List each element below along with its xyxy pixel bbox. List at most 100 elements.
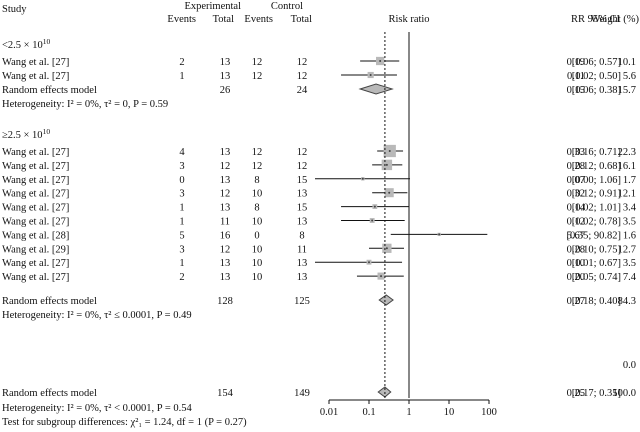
group2-study-9-e-events: 1 [179, 258, 184, 269]
x-tick-label-4: 10 [444, 407, 455, 418]
group2-study-10-point [380, 275, 383, 278]
group2-study-1-ci: [0.16; 0.71] [572, 147, 621, 158]
group2-study-7-ci: [0.35; 90.82] [566, 230, 621, 241]
group1-study-2-e-events: 1 [179, 71, 184, 82]
group2-study-1-e-events: 4 [179, 147, 185, 158]
group2-study-9-e-total: 13 [220, 258, 231, 269]
extra-weight: 0.0 [623, 360, 636, 371]
header-study: Study [2, 4, 27, 15]
group2-study-1-c-events: 12 [252, 147, 263, 158]
group2-study-9-c-events: 10 [252, 258, 263, 269]
group2-study-6-point [371, 219, 374, 222]
group1-summary-ci: [0.06; 0.38] [572, 85, 621, 96]
x-tick-label-3: 1 [406, 407, 411, 418]
group2-study-3-e-total: 13 [220, 175, 231, 186]
group2-study-4-e-events: 3 [179, 189, 184, 200]
group2-study-7-c-total: 8 [299, 230, 304, 241]
group1-study-2-c-total: 12 [297, 71, 308, 82]
header-total-control: Total [291, 14, 313, 25]
group1-summary-diamond [358, 83, 394, 95]
group2-study-5-c-total: 15 [297, 203, 308, 214]
group2-summary-rr: 0.27 [567, 296, 585, 307]
group2-study-8-ci: [0.10; 0.75] [572, 244, 621, 255]
group2-study-1-rr: 0.33 [567, 147, 585, 158]
group2-study-1-point [388, 150, 391, 152]
overall-summary-e-total: 154 [217, 388, 234, 399]
group1-study-2-weight: 5.6 [623, 71, 636, 82]
group2-study-6-ci: [0.02; 0.78] [572, 217, 621, 228]
group2-study-7-e-total: 16 [220, 230, 231, 241]
group2-study-10-e-events: 2 [179, 272, 184, 283]
group1-summary-rr: 0.15 [567, 85, 585, 96]
header-total-experimental: Total [213, 14, 235, 25]
group1-study-2-point [369, 74, 372, 76]
group2-study-4-e-total: 12 [220, 189, 231, 200]
subgroup-test: Test for subgroup differences: χ²₁ = 1.2… [2, 417, 247, 428]
group2-study-3-e-events: 0 [179, 175, 184, 186]
group2-study-10-ci: [0.05; 0.74] [572, 272, 621, 283]
group1-summary-e-total: 26 [220, 85, 231, 96]
group2-study-2-c-events: 12 [252, 161, 263, 172]
group2-study-10-c-events: 10 [252, 272, 263, 283]
group2-study-4-point [388, 191, 391, 194]
group2-label: ≥2.5 × 1010 [2, 127, 50, 141]
header-control: Control [271, 1, 303, 12]
group2-study-6-e-total: 11 [220, 217, 230, 228]
group2-study-3-label: Wang et al. [27] [2, 175, 69, 186]
overall-summary-rr: 0.25 [567, 388, 585, 399]
group2-study-8-rr: 0.28 [567, 244, 585, 255]
group2-study-2-point [385, 163, 388, 166]
group2-study-5-point [373, 205, 376, 208]
group1-summary-c-total: 24 [297, 85, 308, 96]
group2-study-1-label: Wang et al. [27] [2, 147, 69, 158]
group2-study-1-e-total: 13 [220, 147, 231, 158]
group2-study-5-label: Wang et al. [27] [2, 203, 69, 214]
group2-study-5-weight: 3.4 [623, 203, 637, 214]
group2-study-3-c-total: 15 [297, 175, 308, 186]
overall-summary-label: Random effects model [2, 388, 97, 399]
overall-summary-weight: 100.0 [612, 388, 636, 399]
group2-study-10-c-total: 13 [297, 272, 308, 283]
group2-study-5-e-total: 13 [220, 203, 231, 214]
group2-study-3-weight: 1.7 [623, 175, 636, 186]
group2-study-9-label: Wang et al. [27] [2, 258, 69, 269]
group2-study-2-weight: 16.1 [618, 161, 636, 172]
group1-study-1-ci: [0.06; 0.57] [572, 57, 621, 68]
group1-study-2-c-events: 12 [252, 71, 263, 82]
group2-study-8-weight: 12.7 [618, 244, 636, 255]
group2-study-5-ci: [0.02; 1.01] [572, 203, 621, 214]
header-rr: RR [571, 14, 585, 25]
group2-study-9-ci: [0.01; 0.67] [572, 258, 621, 269]
group2-study-4-c-total: 13 [297, 189, 308, 200]
group2-study-4-ci: [0.12; 0.91] [572, 189, 621, 200]
group2-study-8-point [385, 247, 388, 250]
group2-summary-ci: [0.18; 0.40] [572, 296, 621, 307]
group2-study-6-weight: 3.5 [623, 217, 636, 228]
group2-study-1-weight: 22.3 [618, 147, 636, 158]
header-weight: Weight (%) [591, 14, 640, 25]
x-tick-label-2: 0.1 [362, 407, 375, 418]
overall-summary-ci: [0.17; 0.35] [572, 388, 621, 399]
header-events-experimental: Events [167, 14, 196, 25]
group2-study-8-label: Wang et al. [29] [2, 244, 69, 255]
group2-study-2-label: Wang et al. [27] [2, 161, 69, 172]
group2-study-6-c-events: 10 [252, 217, 263, 228]
group2-study-2-e-events: 3 [179, 161, 184, 172]
group2-study-7-e-events: 5 [179, 230, 184, 241]
group2-study-9-c-total: 13 [297, 258, 308, 269]
group2-study-2-c-total: 12 [297, 161, 308, 172]
group2-study-9-weight: 3.5 [623, 258, 636, 269]
group2-study-10-label: Wang et al. [27] [2, 272, 69, 283]
header-events-control: Events [244, 14, 273, 25]
group2-study-7-rr: 5.67 [567, 230, 585, 241]
group1-summary-weight: 15.7 [618, 85, 636, 96]
group2-study-5-c-events: 8 [254, 203, 259, 214]
group2-study-2-ci: [0.12; 0.68] [572, 161, 621, 172]
group1-study-2-label: Wang et al. [27] [2, 71, 69, 82]
header-experimental: Experimental [184, 1, 241, 12]
group2-study-7-label: Wang et al. [28] [2, 230, 69, 241]
group1-study-2-ci: [0.02; 0.50] [572, 71, 621, 82]
group2-study-6-e-events: 1 [179, 217, 184, 228]
group2-study-8-c-events: 10 [252, 244, 263, 255]
group2-study-4-c-events: 10 [252, 189, 263, 200]
